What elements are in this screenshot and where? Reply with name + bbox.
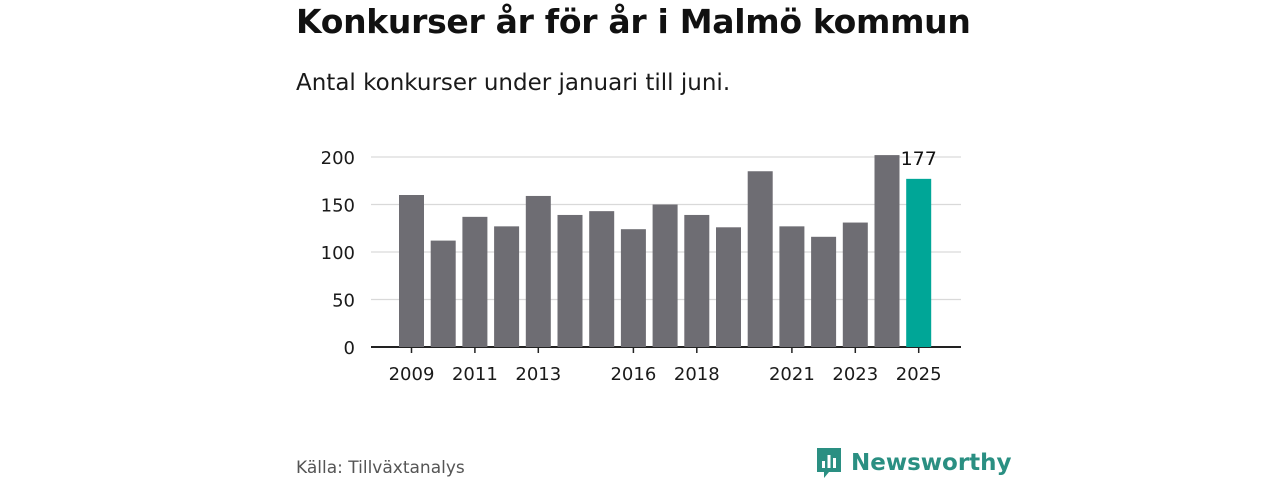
bar-2022: [811, 236, 837, 347]
chart-title: Konkurser år för år i Malmö kommun: [296, 2, 971, 41]
x-tick-label: 2011: [452, 364, 498, 385]
x-tick-label: 2018: [674, 364, 720, 385]
bar-2020: [747, 171, 773, 347]
x-tick-label: 2025: [896, 364, 942, 385]
bar-2013: [525, 195, 551, 347]
data-labels: 177: [901, 148, 937, 170]
x-tick-label: 2023: [832, 364, 878, 385]
bar-2012: [494, 226, 520, 347]
data-label-2025: 177: [901, 148, 937, 170]
bars: [399, 155, 932, 347]
bar-2025: [906, 178, 932, 347]
chart-subtitle: Antal konkurser under januari till juni.: [296, 70, 731, 96]
bar-2009: [399, 195, 424, 347]
bar-2019: [716, 227, 741, 347]
y-tick-label: 200: [321, 148, 355, 169]
bar-2021: [779, 226, 805, 347]
x-tick-label: 2021: [769, 364, 815, 385]
y-tick-label: 0: [344, 338, 355, 359]
x-tick-label: 2016: [610, 364, 656, 385]
bar-2011: [462, 216, 488, 347]
bar-2024: [874, 155, 900, 347]
bar-2017: [652, 204, 678, 347]
x-axis-ticks: 2009 2011 2013 2016 2018 2021 2023 2025: [389, 347, 942, 385]
x-tick-label: 2013: [515, 364, 561, 385]
brand-name: Newsworthy: [851, 450, 1012, 476]
x-tick-label: 2009: [389, 364, 435, 385]
bar-2016: [620, 229, 646, 347]
y-tick-label: 50: [332, 291, 355, 312]
bar-2014: [557, 214, 583, 347]
bar-2010: [430, 240, 456, 347]
brand-logo[interactable]: Newsworthy: [815, 446, 1012, 480]
y-tick-label: 150: [321, 196, 355, 217]
y-tick-label: 100: [321, 243, 355, 264]
bar-2015: [589, 211, 615, 347]
newsworthy-logo-icon: [817, 448, 841, 478]
source-note: Källa: Tillväxtanalys: [296, 458, 465, 478]
bar-2023: [842, 222, 868, 347]
y-axis-ticks: 0 50 100 150 200: [321, 148, 355, 359]
bar-2018: [684, 214, 710, 347]
